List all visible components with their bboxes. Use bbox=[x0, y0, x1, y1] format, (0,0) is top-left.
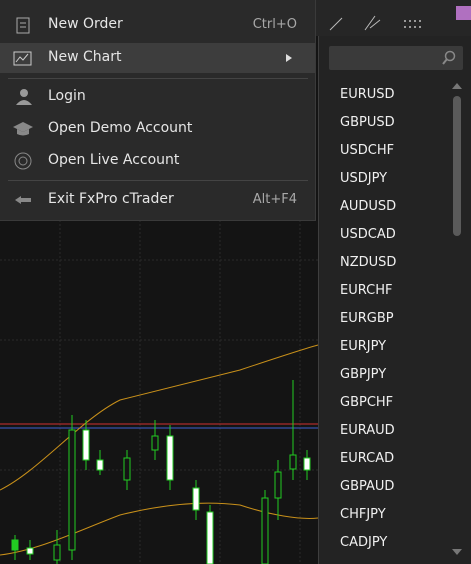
shortcut: Ctrl+O bbox=[252, 17, 297, 32]
candle bbox=[151, 435, 159, 451]
icon-exit bbox=[15, 196, 31, 204]
menu-item[interactable]: Exit FxPro cTrader Alt+F4 bbox=[0, 185, 315, 215]
symbol-item[interactable]: EURAUD bbox=[340, 423, 395, 438]
menu-item[interactable]: Open Live Account bbox=[0, 146, 315, 176]
candles bbox=[11, 380, 311, 564]
submenu-arrow bbox=[286, 54, 292, 62]
band-lower bbox=[0, 502, 319, 556]
tool-icon bbox=[404, 20, 421, 28]
menu-item[interactable]: New Order Ctrl+O bbox=[0, 10, 315, 40]
symbol-item[interactable]: GBPUSD bbox=[340, 115, 395, 130]
candle bbox=[96, 459, 104, 471]
menu-label: New Order bbox=[48, 16, 123, 32]
symbol-submenu: EURUSD GBPUSD USDCHF USDJPY AUDUSD USDCAD NZDU… bbox=[318, 36, 471, 564]
candle bbox=[123, 457, 131, 481]
tool-icon bbox=[364, 15, 381, 31]
symbol-item[interactable]: CADJPY bbox=[340, 535, 388, 550]
symbol-item[interactable]: USDJPY bbox=[340, 171, 388, 186]
symbol-item[interactable]: NZDUSD bbox=[340, 255, 397, 270]
candle bbox=[206, 511, 214, 564]
icon-order bbox=[16, 17, 30, 34]
menu-item[interactable]: Login bbox=[0, 82, 315, 112]
menu-label: Open Live Account bbox=[48, 152, 180, 168]
candle bbox=[11, 539, 19, 551]
tool-icon bbox=[456, 6, 471, 20]
symbol-item[interactable]: AUDUSD bbox=[340, 199, 397, 214]
toolbar bbox=[316, 0, 471, 36]
band-upper bbox=[0, 344, 319, 491]
shortcut: Alt+F4 bbox=[252, 192, 297, 207]
candle bbox=[303, 457, 311, 471]
icon-demo bbox=[13, 122, 33, 136]
icon-user bbox=[16, 89, 32, 105]
symbol-item[interactable]: USDCAD bbox=[340, 227, 396, 242]
scroll-up[interactable] bbox=[452, 82, 462, 90]
symbol-item[interactable]: CHFJPY bbox=[340, 507, 386, 522]
menu-label: New Chart bbox=[48, 49, 122, 65]
symbol-item[interactable]: EURJPY bbox=[340, 339, 387, 354]
candle bbox=[289, 454, 297, 470]
menu-label: Exit FxPro cTrader bbox=[48, 191, 174, 207]
candle bbox=[26, 547, 34, 555]
symbol-item[interactable]: GBPJPY bbox=[340, 367, 387, 382]
icon-chart bbox=[13, 51, 32, 66]
candle bbox=[261, 497, 269, 564]
scroll-down[interactable] bbox=[452, 548, 462, 556]
menu-label: Login bbox=[48, 88, 86, 104]
tool-icon bbox=[329, 17, 343, 31]
separator bbox=[8, 78, 308, 79]
main-menu: New Order Ctrl+O New Chart Login Open De… bbox=[0, 0, 316, 221]
icon-live bbox=[14, 152, 32, 170]
candle bbox=[82, 429, 90, 461]
candle bbox=[53, 544, 61, 561]
symbol-item[interactable]: EURCHF bbox=[340, 283, 393, 298]
menu-item[interactable]: New Chart bbox=[0, 43, 315, 73]
menu-label: Open Demo Account bbox=[48, 120, 193, 136]
search-box[interactable] bbox=[329, 46, 463, 70]
symbol-item[interactable]: GBPAUD bbox=[340, 479, 395, 494]
symbol-item[interactable]: EURCAD bbox=[340, 451, 395, 466]
symbol-item[interactable]: USDCHF bbox=[340, 143, 395, 158]
candle bbox=[166, 435, 174, 481]
search-icon bbox=[442, 50, 456, 65]
symbol-item[interactable]: EURUSD bbox=[340, 87, 395, 102]
separator bbox=[8, 180, 308, 181]
symbol-item[interactable]: EURGBP bbox=[340, 311, 394, 326]
menu-item[interactable]: Open Demo Account bbox=[0, 114, 315, 144]
symbol-item[interactable]: GBPCHF bbox=[340, 395, 394, 410]
scrollbar-thumb[interactable] bbox=[453, 96, 461, 236]
candle bbox=[68, 429, 76, 551]
candle bbox=[192, 487, 200, 511]
candle bbox=[274, 471, 282, 499]
